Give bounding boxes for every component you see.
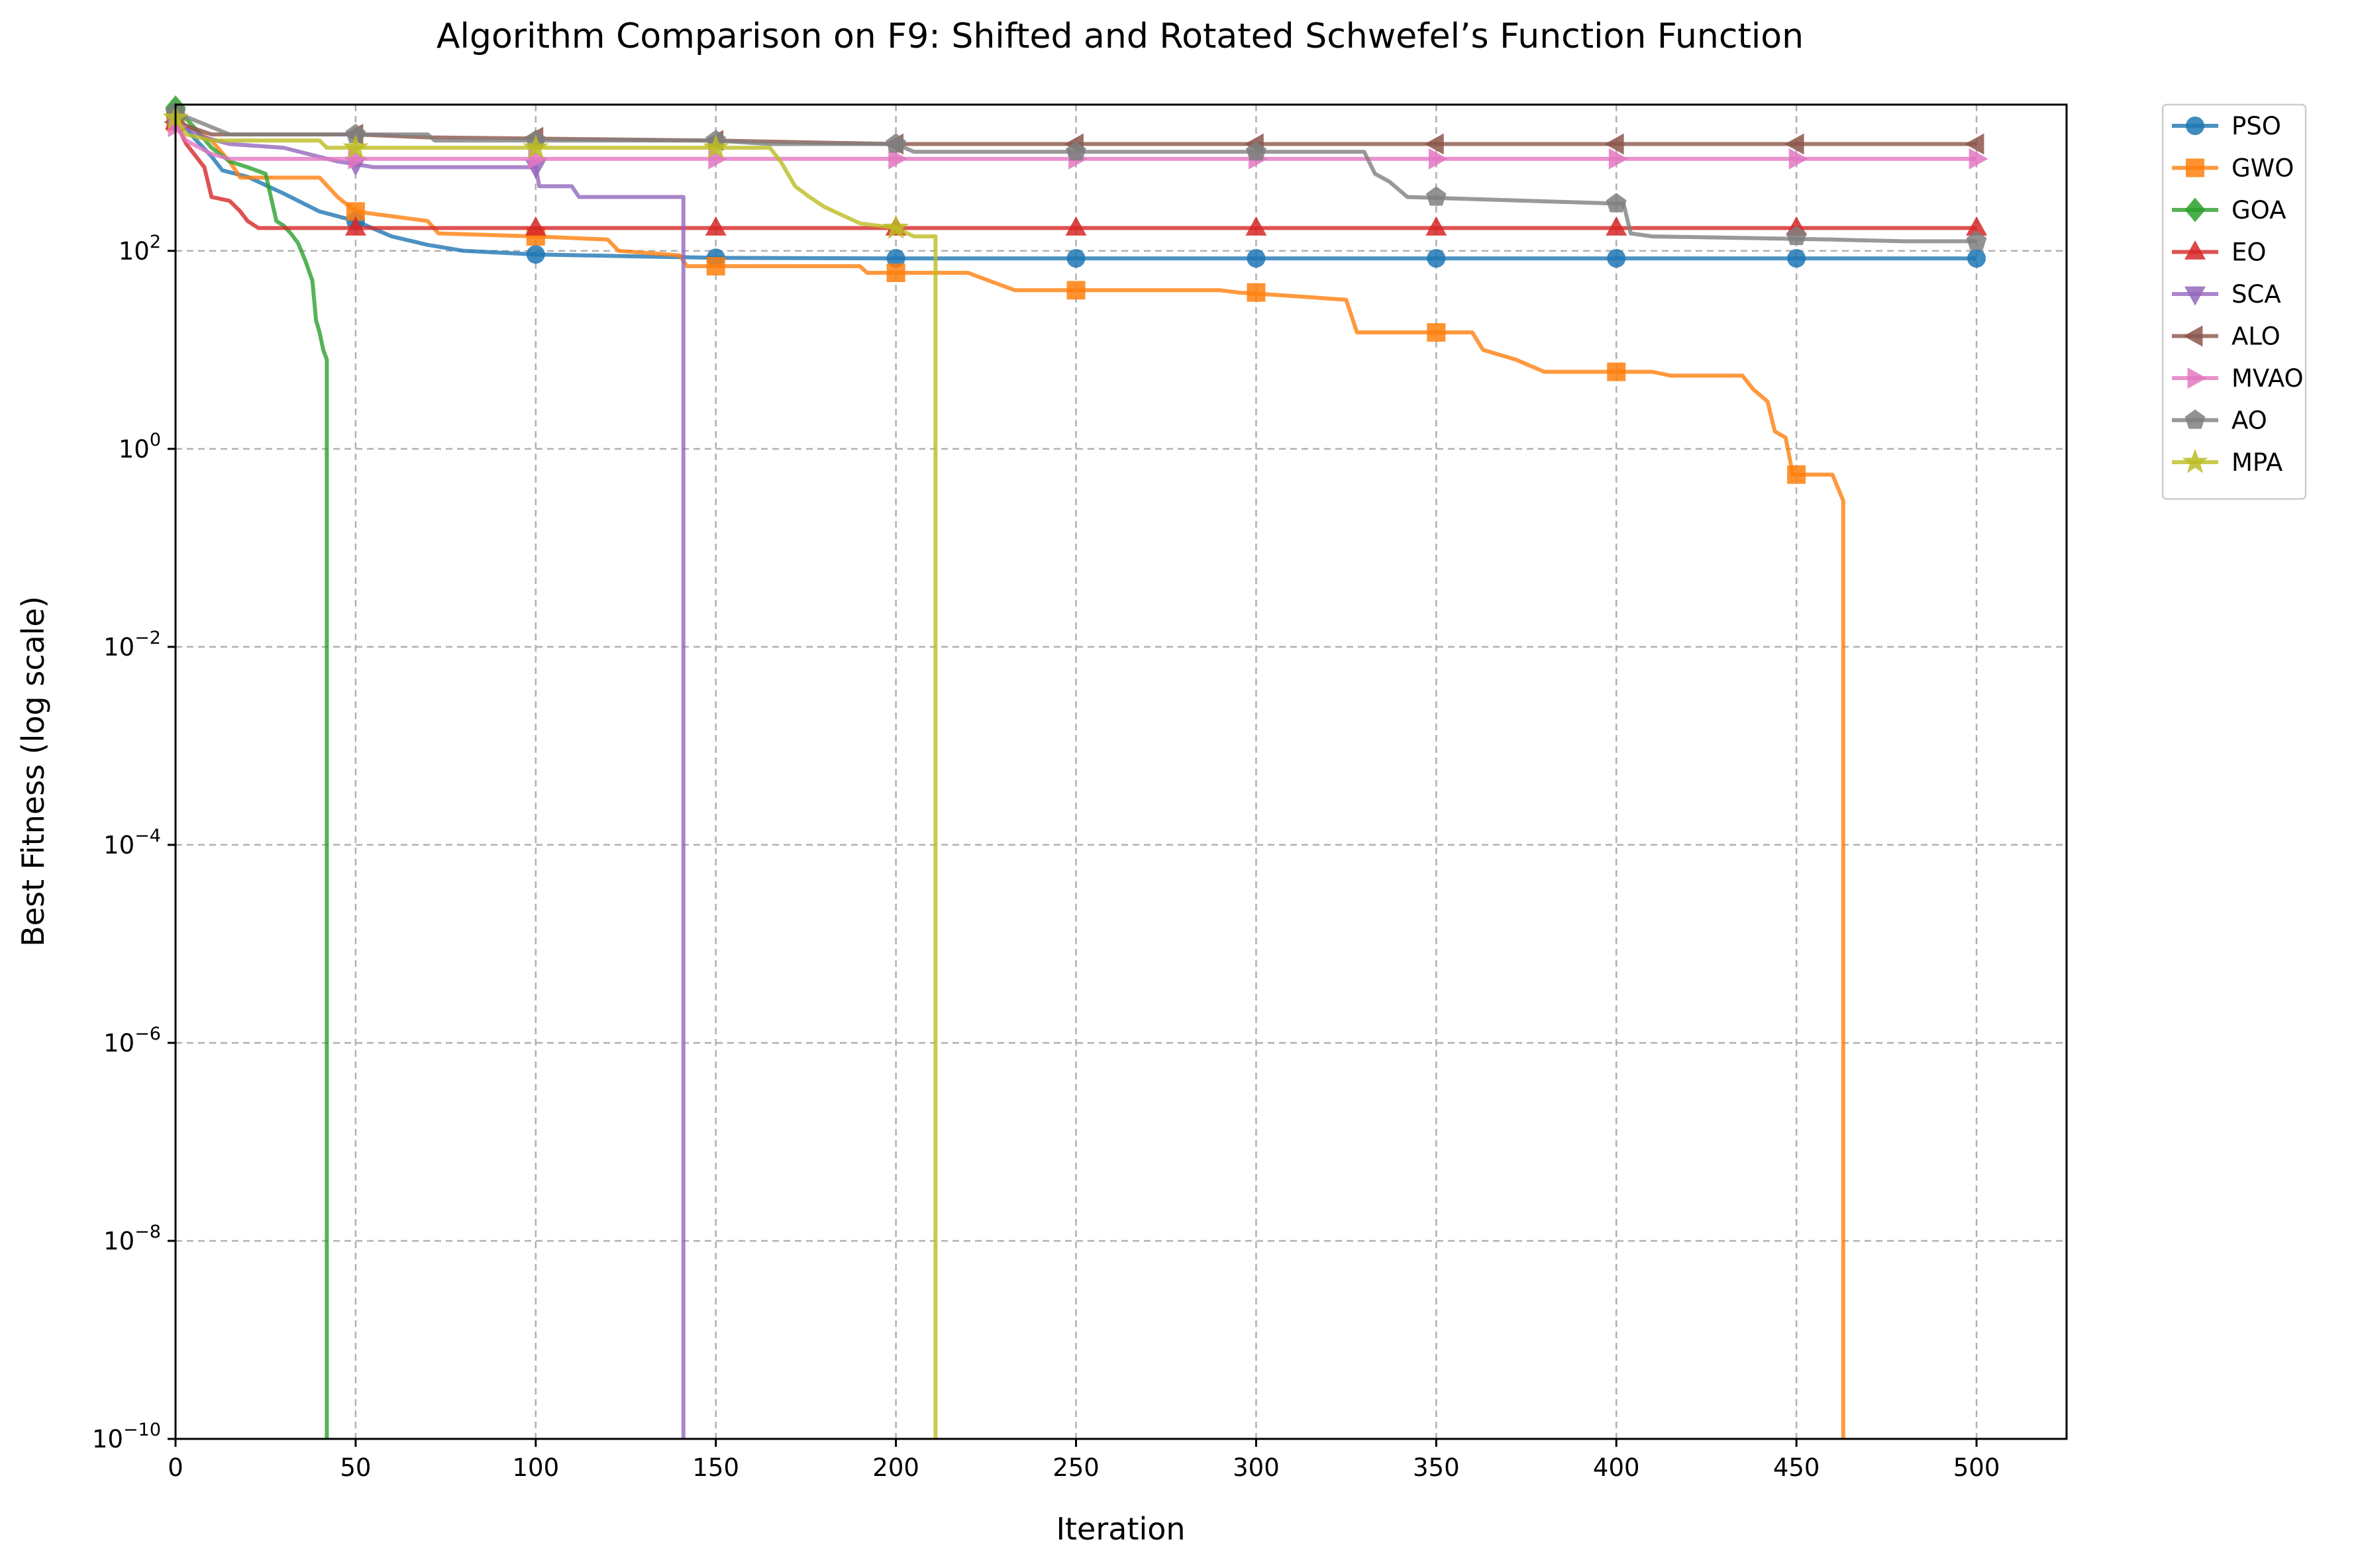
marker-mvao-200 [888,148,908,170]
legend-item-pso: PSO [2172,112,2281,140]
legend-item-goa: GOA [2172,196,2286,224]
marker-pso-400 [1607,249,1626,268]
x-tick-label-10: 500 [1953,1453,2000,1482]
marker-mpa-50 [342,134,369,159]
legend-label-goa: GOA [2232,196,2286,224]
marker-mpa-200 [883,214,909,239]
marker-ao-500 [1966,230,1987,250]
marker-alo-400 [1604,133,1624,155]
legend-item-gwo: GWO [2172,154,2294,183]
legend-label-eo: EO [2232,238,2267,267]
marker-gwo-300 [1247,283,1266,302]
marker-ao-250 [1066,141,1086,161]
marker-alo-450 [1784,133,1804,155]
legend-label-ao: AO [2232,407,2267,435]
marker-mvao-500 [1969,148,1988,170]
marker-mpa-150 [703,134,729,159]
marker-eo-400 [1606,216,1627,236]
legend-label-gwo: GWO [2232,154,2294,183]
legend-marker-ao [2184,409,2206,429]
marker-eo-250 [1065,216,1087,236]
marker-pso-300 [1247,249,1266,268]
legend-marker-mpa [2182,448,2208,473]
marker-eo-50 [344,216,366,236]
legend-marker-gwo [2186,158,2204,177]
legend-label-alo: ALO [2232,322,2281,351]
marker-mvao-450 [1788,148,1808,170]
marker-pso-100 [526,245,545,264]
marker-ao-450 [1786,225,1807,246]
x-tick-label-0: 0 [168,1453,183,1482]
legend-marker-eo [2184,240,2206,260]
legend-marker-sca [2184,286,2206,306]
y-axis-label: Best Fitness (log scale) [15,596,51,947]
legend-marker-goa [2184,197,2206,222]
marker-eo-300 [1245,216,1267,236]
marker-gwo-200 [886,264,905,283]
series-line-gwo [174,120,1845,1439]
x-tick-label-4: 200 [872,1453,919,1482]
marker-pso-500 [1967,249,1986,268]
legend-item-sca: SCA [2172,280,2281,309]
legend-label-sca: SCA [2232,280,2281,309]
series-line-mvao [174,125,1976,161]
plot-frame [174,103,2068,1440]
marker-mpa-100 [523,134,549,159]
x-tick-label-2: 100 [512,1453,559,1482]
marker-ao-350 [1425,186,1447,206]
marker-eo-350 [1425,216,1447,236]
series-line-mpa [174,117,938,1439]
marker-gwo-150 [706,257,725,276]
legend: PSO GWO GOA EO SCA ALO MVAO AO MPA [2161,103,2307,500]
legend-label-mpa: MPA [2232,448,2283,477]
series-line-ao [174,111,1976,244]
legend-marker-pso [2186,117,2204,135]
marker-eo-150 [705,216,727,236]
marker-pso-350 [1427,249,1446,268]
legend-item-mvao: MVAO [2172,364,2304,393]
marker-pso-250 [1066,249,1086,268]
marker-mvao-350 [1428,148,1449,170]
x-axis-label: Iteration [1056,1511,1185,1547]
legend-item-eo: EO [2172,238,2267,267]
x-axis-ticks: 0 50 100 150 200 250 300 350 400 450 500 [168,1439,2000,1482]
marker-gwo-450 [1787,465,1806,484]
x-tick-label-3: 150 [692,1453,739,1482]
x-tick-label-1: 50 [340,1453,371,1482]
legend-label-mvao: MVAO [2232,364,2304,393]
series-line-sca [174,120,686,1439]
x-tick-label-8: 400 [1593,1453,1640,1482]
marker-mvao-400 [1608,148,1628,170]
legend-label-pso: PSO [2232,112,2281,140]
marker-alo-500 [1965,133,1984,155]
marker-ao-300 [1246,141,1266,161]
legend-item-alo: ALO [2172,322,2281,351]
marker-pso-450 [1787,249,1806,268]
marker-alo-350 [1424,133,1444,155]
marker-gwo-400 [1607,362,1626,381]
legend-marker-mvao [2187,368,2207,389]
y-tick-label-4: 10−2 [103,628,161,662]
marker-gwo-350 [1427,323,1446,342]
series-layer [162,95,1988,1439]
x-tick-label-7: 350 [1413,1453,1460,1482]
marker-ao-200 [886,133,907,153]
marker-eo-100 [525,216,546,236]
legend-marker-alo [2183,325,2203,347]
legend-item-ao: AO [2172,407,2267,435]
y-tick-label-3: 10−4 [103,826,161,859]
x-tick-label-5: 250 [1052,1453,1100,1482]
legend-item-mpa: MPA [2172,448,2283,477]
x-tick-label-9: 450 [1773,1453,1820,1482]
chart-title: Algorithm Comparison on F9: Shifted and … [436,17,1804,56]
marker-ao-400 [1606,193,1627,213]
marker-gwo-250 [1066,281,1086,300]
series-line-eo [174,121,1976,230]
x-tick-label-6: 300 [1233,1453,1280,1482]
